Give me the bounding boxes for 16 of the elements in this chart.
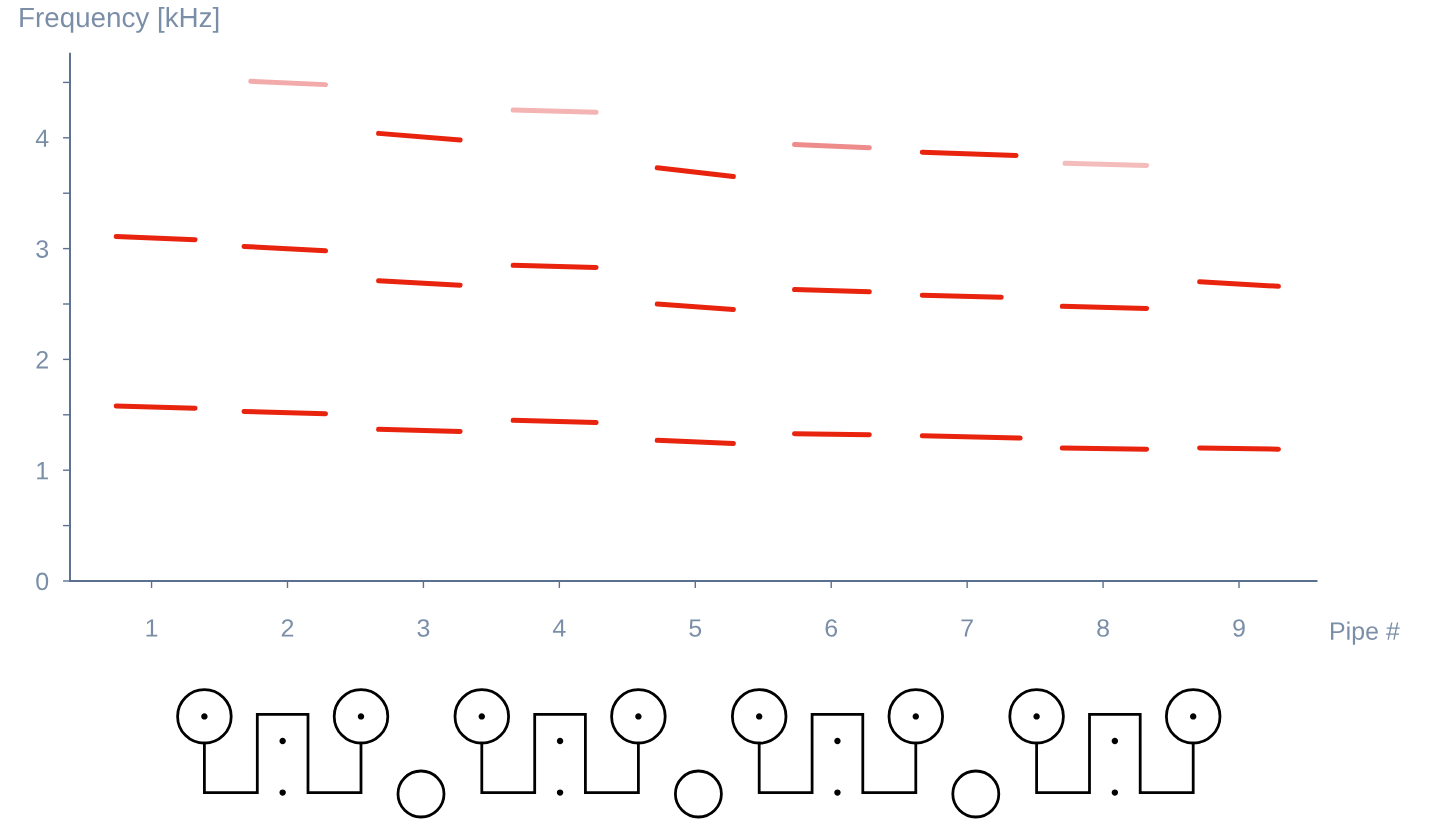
x-tick-label: 1 — [146, 619, 158, 637]
y-tick-label: 2 — [36, 351, 48, 369]
x-axis-title: Pipe # — [1331, 621, 1400, 645]
x-tick-label: 9 — [1233, 619, 1245, 637]
x-tick-label: 8 — [1097, 619, 1109, 637]
y-tick-label: 0 — [36, 572, 49, 591]
y-tick-label: 4 — [35, 129, 49, 147]
x-tick-label: 5 — [689, 619, 702, 637]
x-tick-label: 6 — [825, 619, 838, 637]
x-tick-label: 2 — [281, 619, 294, 637]
y-tick-label: 1 — [37, 462, 48, 480]
y-axis-title: Frequency [kHz] — [20, 6, 219, 33]
x-tick-label: 3 — [417, 619, 430, 637]
x-tick-label: 4 — [552, 619, 566, 637]
x-tick-label: 7 — [961, 619, 973, 637]
y-tick-label: 3 — [36, 240, 49, 258]
